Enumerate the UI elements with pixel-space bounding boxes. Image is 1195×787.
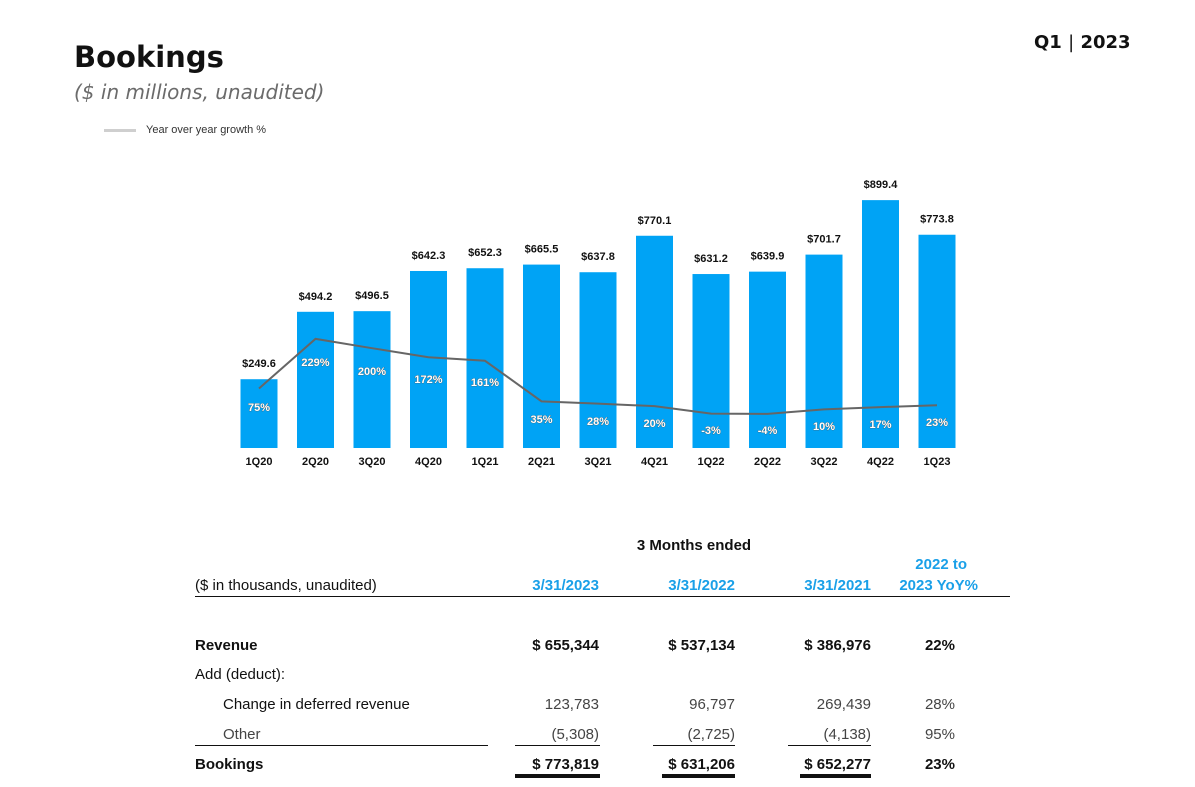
- legend-label: Year over year growth %: [146, 124, 267, 136]
- bar: [692, 274, 730, 448]
- x-tick-label: 2Q21: [528, 456, 555, 468]
- growth-label: 229%: [301, 357, 329, 369]
- growth-label: 172%: [414, 374, 442, 386]
- table-cell: $ 655,344: [532, 637, 599, 654]
- bar-value-label: $770.1: [638, 215, 672, 227]
- table-row-label: Change in deferred revenue: [223, 696, 410, 713]
- bar-value-label: $494.2: [299, 291, 333, 303]
- growth-label: 10%: [813, 421, 835, 433]
- x-tick-label: 1Q23: [924, 456, 951, 468]
- period-divider: |: [1068, 32, 1075, 53]
- x-tick-label: 1Q22: [698, 456, 725, 468]
- table-yoy-cell: 95%: [924, 726, 955, 743]
- period-quarter: Q1: [1034, 32, 1062, 53]
- table-header-rule: [195, 596, 1010, 597]
- bar: [240, 379, 278, 448]
- table-cell: $ 386,976: [804, 637, 871, 654]
- bar: [466, 268, 504, 448]
- page-subtitle: ($ in millions, unaudited): [74, 80, 325, 104]
- table-cell: 269,439: [816, 696, 871, 713]
- table-cell: (5,308): [551, 726, 599, 743]
- table-units-label: ($ in thousands, unaudited): [195, 577, 377, 594]
- bar-value-label: $665.5: [525, 244, 559, 256]
- subtotal-rule: [195, 745, 488, 746]
- growth-label: 23%: [926, 417, 948, 429]
- table-cell: $ 652,277: [804, 756, 871, 773]
- growth-label: 20%: [643, 418, 665, 430]
- total-underline: [800, 774, 871, 778]
- x-tick-label: 4Q22: [867, 456, 894, 468]
- growth-label: 161%: [471, 377, 499, 389]
- subtotal-rule: [653, 745, 735, 746]
- page-title: Bookings: [74, 40, 224, 74]
- table-yoy-cell: 28%: [924, 696, 955, 713]
- table-row-label: Add (deduct):: [195, 666, 286, 683]
- x-tick-label: 1Q20: [246, 456, 273, 468]
- growth-label: 17%: [869, 419, 891, 431]
- x-tick-label: 3Q20: [359, 456, 386, 468]
- bar-value-label: $642.3: [412, 250, 446, 262]
- table-row-label: Bookings: [195, 756, 264, 773]
- table-cell: (2,725): [687, 726, 735, 743]
- bar: [749, 271, 786, 448]
- table-yoy-cell: 22%: [924, 637, 955, 654]
- bar-value-label: $652.3: [468, 247, 502, 259]
- x-tick-label: 3Q21: [585, 456, 612, 468]
- bar: [918, 234, 956, 448]
- bar: [805, 254, 843, 448]
- bar: [297, 311, 334, 448]
- x-tick-label: 2Q22: [754, 456, 781, 468]
- bar: [410, 270, 447, 448]
- subtotal-rule: [515, 745, 600, 746]
- legend-line-swatch: [104, 128, 136, 132]
- growth-label: -3%: [701, 425, 721, 437]
- table-cell: $ 537,134: [668, 637, 735, 654]
- bar: [579, 272, 617, 448]
- table-group-header: 3 Months ended: [636, 537, 752, 554]
- period-year: 2023: [1080, 32, 1131, 53]
- subtotal-rule: [788, 745, 871, 746]
- x-tick-label: 4Q20: [415, 456, 442, 468]
- growth-label: -4%: [758, 425, 778, 437]
- bookings-chart: $249.6 1Q20 $494.2 2Q20 $496.5 3Q20 $642.3 4Q20…: [240, 179, 956, 468]
- bar: [353, 311, 391, 448]
- bar-value-label: $701.7: [807, 234, 841, 246]
- total-underline: [662, 774, 735, 778]
- bar: [636, 235, 673, 448]
- bar-value-label: $249.6: [242, 358, 276, 370]
- total-underline: [515, 774, 600, 778]
- bar: [523, 264, 560, 448]
- table-yoy-header-line2: 2023 YoY%: [899, 577, 978, 594]
- table-row-label: Other: [223, 726, 261, 743]
- table-cell: 123,783: [544, 696, 599, 713]
- table-row-label: Revenue: [195, 637, 258, 654]
- x-tick-label: 3Q22: [811, 456, 838, 468]
- table-col-header: 3/31/2023: [532, 577, 599, 594]
- growth-label: 75%: [248, 402, 270, 414]
- x-tick-label: 4Q21: [641, 456, 668, 468]
- bar-value-label: $899.4: [864, 179, 899, 191]
- table-col-header: 3/31/2021: [804, 577, 871, 594]
- table-cell: 96,797: [689, 696, 735, 713]
- table-yoy-header-line1: 2022 to: [915, 556, 967, 573]
- bar-value-label: $631.2: [694, 253, 728, 265]
- bar-value-label: $639.9: [751, 251, 785, 263]
- x-tick-label: 2Q20: [302, 456, 329, 468]
- bar-value-label: $773.8: [920, 214, 954, 226]
- bar-value-label: $496.5: [355, 290, 389, 302]
- growth-label: 200%: [358, 366, 386, 378]
- table-col-header: 3/31/2022: [668, 577, 735, 594]
- table-cell: $ 773,819: [532, 756, 599, 773]
- table-cell: $ 631,206: [668, 756, 735, 773]
- growth-label: 28%: [587, 416, 609, 428]
- growth-label: 35%: [530, 414, 552, 426]
- period-label: Q1 | 2023: [1034, 32, 1131, 53]
- bar-value-label: $637.8: [581, 251, 615, 263]
- table-cell: (4,138): [823, 726, 871, 743]
- table-yoy-cell: 23%: [924, 756, 955, 773]
- growth-line: [258, 337, 938, 415]
- x-tick-label: 1Q21: [472, 456, 499, 468]
- chart-legend: Year over year growth %: [104, 124, 266, 136]
